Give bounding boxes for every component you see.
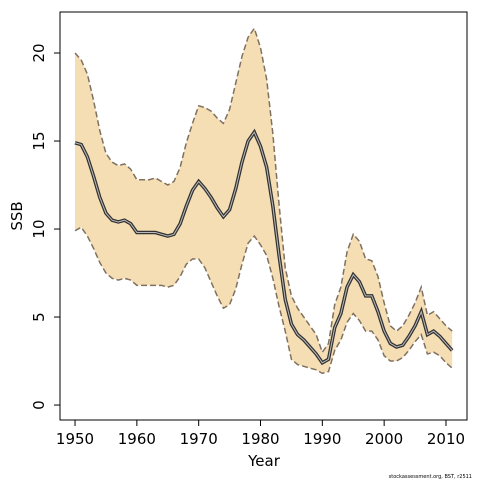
- upper-bound: [74, 26, 453, 354]
- plot-frame: [59, 11, 468, 421]
- x-tick-label: 1970: [180, 430, 218, 448]
- y-tick-label: 20: [30, 43, 48, 62]
- y-tick-label: 15: [30, 131, 48, 150]
- lower-bound: [74, 226, 453, 375]
- y-tick-label: 10: [30, 219, 48, 238]
- x-tick-label: 1980: [241, 430, 279, 448]
- footnote: stockassessment.org, BST, r2511: [389, 474, 472, 480]
- x-tick-label: 1960: [118, 430, 156, 448]
- ssb-line-inner: [74, 131, 453, 364]
- x-tick-label: 1990: [303, 430, 341, 448]
- x-tick-label: 2010: [427, 430, 465, 448]
- x-tick-label: 1950: [56, 430, 94, 448]
- y-tick-label: 5: [30, 312, 48, 322]
- y-axis-label: SSB: [8, 201, 26, 230]
- confidence-band: [75, 28, 453, 374]
- y-tick-label: 0: [30, 400, 48, 410]
- x-tick-label: 2000: [365, 430, 403, 448]
- x-axis-label: Year: [247, 452, 281, 470]
